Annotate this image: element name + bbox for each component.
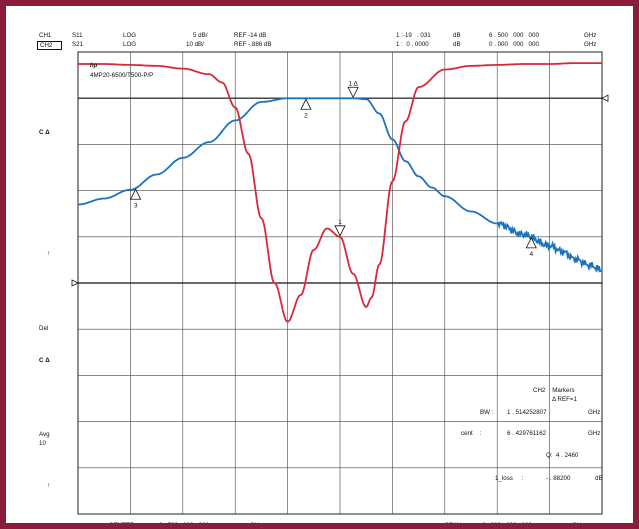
ch2-scale: 10 dB/ [186, 41, 204, 48]
ch2-marker-freq: 0 . 000 000 000 [489, 41, 539, 48]
c-delta-label: C Δ [39, 129, 50, 136]
delay-label: Del [39, 325, 49, 332]
marker-1-icon: 1 [334, 219, 346, 237]
loss-label: 1_loss : [495, 475, 524, 482]
markers-ref: Δ REF=1 [552, 396, 577, 403]
markers: 1 2 1 Δ 3 4 [129, 80, 537, 258]
marker-2-icon: 2 [300, 98, 312, 119]
marker-label: 1 [338, 219, 342, 226]
loss-unit: dB [595, 475, 603, 482]
ch1-marker-value: 1 :-19 . 031 [396, 32, 431, 39]
averaging-label: Avg [39, 431, 50, 438]
center-label: CENTER [109, 522, 135, 529]
ch2-freq-unit: GHz [584, 41, 597, 48]
marker-label: 4 [529, 251, 533, 258]
filter-model-label: 4MP20-6500/T500-P/P [90, 72, 154, 79]
ch2-marker-value: 1 : 0 . 0000 [396, 41, 429, 48]
loss-value: - . 88200 [546, 475, 571, 482]
ch1-param: S11 [72, 32, 83, 39]
ch2-marker-unit: dB [453, 41, 461, 48]
marker-label: 3 [134, 202, 138, 209]
bandwidth-label: BW : [480, 409, 494, 416]
center-value: 6 . 500 000 000 [159, 522, 209, 529]
trace-arrow-icon: ↑ [47, 250, 51, 257]
bandwidth-unit: GHz [588, 409, 601, 416]
s21-trace [78, 97, 603, 273]
marker-label: 1 Δ [348, 80, 358, 87]
ref-position-right-icon [601, 94, 609, 102]
marker-label: 2 [304, 112, 308, 119]
ch1-freq-unit: GHz [584, 32, 597, 39]
marker-4-icon: 4 [525, 236, 537, 258]
markers-title: CH2 Markers [533, 387, 575, 394]
ch1-marker-freq: 6 . 500 000 000 [489, 32, 539, 39]
center-freq-value: 6 . 429761162 [507, 430, 547, 437]
ref-position-left-icon [71, 279, 79, 287]
ch2-label[interactable]: CH2 [37, 41, 63, 50]
trace-arrow-icon-2: ↑ [47, 482, 51, 489]
center-freq-label: cent : [461, 430, 482, 437]
ch2-format: LOG [123, 41, 137, 48]
marker-1Δ-icon: 1 Δ [347, 80, 359, 99]
ch1-marker-unit: dB [453, 32, 461, 39]
ch1-ref: REF -14 dB [234, 32, 267, 39]
marker-3-icon: 3 [129, 188, 142, 209]
hp-logo: hp [90, 63, 98, 69]
graticule [77, 51, 603, 515]
trace-plot: 1 2 1 Δ 3 4 [71, 51, 609, 515]
span-label: SPAN [445, 522, 462, 529]
ch1-label[interactable]: CH1 [39, 32, 52, 39]
ch2-ref: REF -.886 dB [234, 41, 272, 48]
q-factor-value: Q: 4 . 2460 [546, 452, 579, 459]
s11-trace [78, 62, 602, 323]
ch2-param: S21 [72, 41, 84, 48]
ch1-format: LOG [123, 32, 137, 39]
reference-position-markers [71, 94, 609, 287]
bandwidth-value: 1 . 514252807 [507, 409, 547, 416]
averaging-factor: 10 [39, 440, 46, 447]
ch1-scale: 5 dB/ [193, 32, 208, 39]
span-value: 2 . 000 000 000 [482, 522, 532, 529]
c-delta-label-2: C Δ [39, 357, 50, 364]
span-unit: GHz [572, 522, 585, 529]
center-freq-unit: GHz [588, 430, 601, 437]
center-unit: GHz [250, 522, 263, 529]
